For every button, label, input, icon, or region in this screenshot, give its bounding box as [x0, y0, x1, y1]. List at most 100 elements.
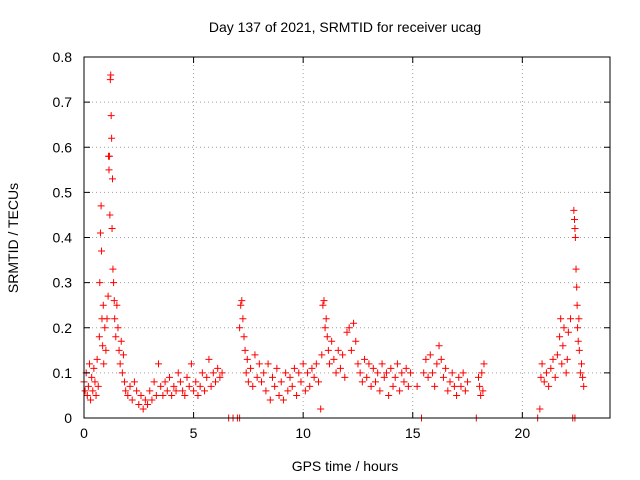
- data-point: [446, 378, 454, 386]
- data-point: [323, 333, 331, 341]
- data-point: [111, 315, 119, 323]
- data-point: [121, 378, 129, 386]
- x-tick-label: 5: [190, 425, 198, 441]
- data-point: [422, 355, 430, 363]
- data-point: [476, 382, 484, 390]
- data-point: [545, 382, 553, 390]
- data-point: [183, 373, 191, 381]
- data-point: [203, 373, 211, 381]
- data-point: [137, 391, 145, 399]
- data-point: [172, 387, 180, 395]
- data-point: [242, 369, 250, 377]
- data-point: [100, 360, 108, 368]
- data-point: [450, 382, 458, 390]
- data-point: [393, 360, 401, 368]
- data-point: [108, 134, 116, 142]
- data-point: [343, 328, 351, 336]
- data-point: [240, 333, 248, 341]
- data-point: [424, 373, 432, 381]
- data-point: [216, 373, 224, 381]
- data-point: [560, 324, 568, 332]
- data-points: [80, 71, 588, 422]
- data-point: [448, 369, 456, 377]
- data-point: [271, 382, 279, 390]
- data-point: [205, 355, 213, 363]
- data-point: [130, 378, 138, 386]
- data-point: [185, 382, 193, 390]
- data-point: [282, 369, 290, 377]
- data-point: [139, 405, 147, 413]
- data-point: [571, 224, 579, 232]
- data-point: [218, 369, 226, 377]
- plot-frame: [83, 56, 611, 419]
- data-point: [304, 369, 312, 377]
- data-point: [84, 382, 92, 390]
- data-point: [91, 378, 99, 386]
- data-point: [109, 265, 117, 273]
- data-point: [479, 387, 487, 395]
- data-point: [98, 247, 106, 255]
- data-point: [115, 346, 123, 354]
- data-point: [455, 373, 463, 381]
- data-point: [113, 301, 121, 309]
- y-tick-label: 0.3: [53, 275, 73, 291]
- data-point: [477, 391, 485, 399]
- data-point: [556, 333, 564, 341]
- data-point: [101, 324, 109, 332]
- x-tick-label: 15: [405, 425, 421, 441]
- data-point: [87, 396, 95, 404]
- data-point: [94, 382, 102, 390]
- data-point: [318, 351, 326, 359]
- data-point: [400, 378, 408, 386]
- data-point: [96, 279, 104, 287]
- data-point: [244, 378, 252, 386]
- data-point: [376, 387, 384, 395]
- data-point: [88, 373, 96, 381]
- data-point: [332, 369, 340, 377]
- data-point: [155, 360, 163, 368]
- data-point: [350, 319, 358, 327]
- data-point: [128, 396, 136, 404]
- data-point: [570, 215, 578, 223]
- data-point: [371, 378, 379, 386]
- data-point: [83, 391, 91, 399]
- data-point: [559, 342, 567, 350]
- data-point: [277, 378, 285, 386]
- data-point: [459, 369, 467, 377]
- data-point: [286, 373, 294, 381]
- data-point: [295, 369, 303, 377]
- data-point: [356, 369, 364, 377]
- data-point: [341, 373, 349, 381]
- y-tick-label: 0: [64, 410, 72, 426]
- data-point: [107, 71, 115, 79]
- data-point: [214, 364, 222, 372]
- data-point: [428, 369, 436, 377]
- data-point: [437, 355, 445, 363]
- data-point: [103, 315, 111, 323]
- data-point: [352, 337, 360, 345]
- data-point: [574, 324, 582, 332]
- data-point: [110, 279, 118, 287]
- data-point: [299, 360, 307, 368]
- data-point: [420, 369, 428, 377]
- data-point: [192, 378, 200, 386]
- data-point: [99, 301, 107, 309]
- data-point: [345, 324, 353, 332]
- data-point: [312, 360, 320, 368]
- data-point: [209, 369, 217, 377]
- data-point: [108, 224, 116, 232]
- data-point: [453, 391, 461, 399]
- data-point: [308, 364, 316, 372]
- data-point: [385, 391, 393, 399]
- data-point: [413, 382, 421, 390]
- data-point: [573, 283, 581, 291]
- data-point: [247, 364, 255, 372]
- data-point: [279, 396, 287, 404]
- data-point: [336, 364, 344, 372]
- data-point: [553, 351, 561, 359]
- data-point: [266, 396, 274, 404]
- data-point: [398, 369, 406, 377]
- data-point: [310, 373, 318, 381]
- data-point: [572, 265, 580, 273]
